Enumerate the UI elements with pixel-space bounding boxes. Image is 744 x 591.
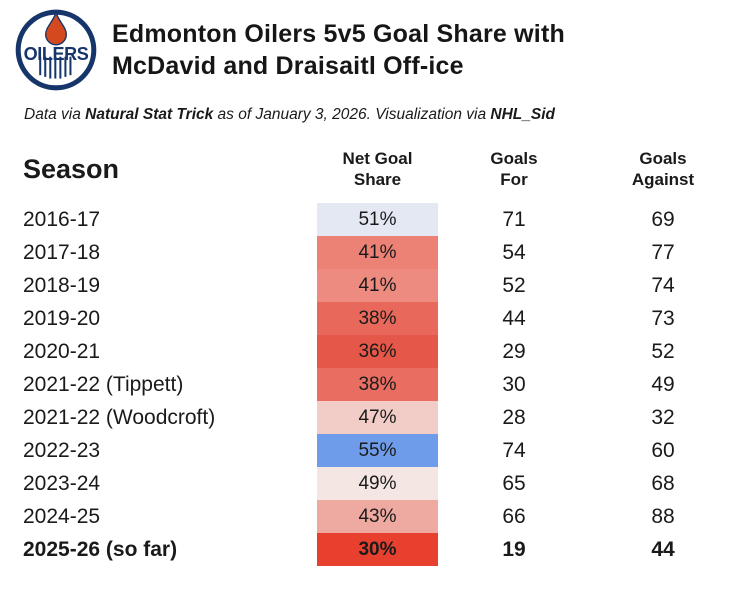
oilers-logo-text: OILERS xyxy=(24,44,89,64)
season-label: 2019-20 xyxy=(23,306,101,330)
goals-against-value: 88 xyxy=(651,504,675,528)
season-label: 2018-19 xyxy=(23,273,101,297)
goals-for-value: 71 xyxy=(502,207,526,231)
table-row: 2023-24 49% 65 68 xyxy=(23,467,738,500)
column-header-goals-for: Goals For xyxy=(490,149,538,189)
table-row: 2016-17 51% 71 69 xyxy=(23,203,738,236)
attribution-author: NHL_Sid xyxy=(490,106,556,123)
net-goal-share-cell: 38% xyxy=(317,368,438,401)
goals-against-value: 74 xyxy=(651,273,675,297)
table-row-current-season: 2025-26 (so far) 30% 19 44 xyxy=(23,533,738,566)
goals-for-value: 44 xyxy=(502,306,526,330)
table-row: 2017-18 41% 54 77 xyxy=(23,236,738,269)
goals-against-value: 52 xyxy=(651,339,675,363)
table-row: 2021-22 (Tippett) 38% 30 49 xyxy=(23,368,738,401)
season-label: 2016-17 xyxy=(23,207,101,231)
net-goal-share-cell: 55% xyxy=(317,434,438,467)
season-label: 2020-21 xyxy=(23,339,101,363)
table-header-row: Season Net Goal Share Goals For Goals Ag… xyxy=(23,144,738,194)
net-goal-share-cell: 51% xyxy=(317,203,438,236)
table-row: 2024-25 43% 66 88 xyxy=(23,500,738,533)
net-goal-share-cell: 41% xyxy=(317,236,438,269)
oilers-stripes xyxy=(39,56,72,79)
net-goal-share-cell: 49% xyxy=(317,467,438,500)
season-label: 2021-22 (Woodcroft) xyxy=(23,405,216,429)
goals-for-value: 29 xyxy=(502,339,526,363)
net-goal-share-cell: 38% xyxy=(317,302,438,335)
goals-for-value: 52 xyxy=(502,273,526,297)
goals-for-value: 54 xyxy=(502,240,526,264)
goals-against-value: 77 xyxy=(651,240,675,264)
goals-against-value: 60 xyxy=(651,438,675,462)
column-header-goals-against: Goals Against xyxy=(631,149,695,189)
season-label: 2022-23 xyxy=(23,438,101,462)
goals-for-value: 74 xyxy=(502,438,526,462)
oil-drop-icon xyxy=(44,11,68,46)
column-header-net-goal-share: Net Goal Share xyxy=(342,149,413,189)
net-goal-share-cell: 30% xyxy=(317,533,438,566)
net-goal-share-cell: 36% xyxy=(317,335,438,368)
goals-for-value: 28 xyxy=(502,405,526,429)
attribution-middle: as of January 3, 2026. Visualization via xyxy=(213,106,491,123)
goals-against-value: 32 xyxy=(651,405,675,429)
stats-table: Season Net Goal Share Goals For Goals Ag… xyxy=(23,144,738,566)
attribution-prefix: Data via xyxy=(24,106,86,123)
attribution-source: Natural Stat Trick xyxy=(85,106,214,123)
goals-for-value: 65 xyxy=(502,471,526,495)
infographic: OILERS Edmonton Oilers 5v5 Goal Share wi… xyxy=(14,8,738,566)
season-label: 2025-26 (so far) xyxy=(23,537,178,561)
goals-against-value: 68 xyxy=(651,471,675,495)
goals-for-value: 66 xyxy=(502,504,526,528)
season-label: 2021-22 (Tippett) xyxy=(23,372,184,396)
table-row: 2021-22 (Woodcroft) 47% 28 32 xyxy=(23,401,738,434)
attribution: Data via Natural Stat Trick as of Januar… xyxy=(24,106,738,124)
season-label: 2024-25 xyxy=(23,504,101,528)
table-row: 2020-21 36% 29 52 xyxy=(23,335,738,368)
oilers-logo-icon: OILERS xyxy=(15,9,97,91)
goals-against-value: 49 xyxy=(651,372,675,396)
season-label: 2017-18 xyxy=(23,240,101,264)
net-goal-share-cell: 41% xyxy=(317,269,438,302)
table-row: 2019-20 38% 44 73 xyxy=(23,302,738,335)
header: OILERS Edmonton Oilers 5v5 Goal Share wi… xyxy=(14,8,738,92)
table-row: 2018-19 41% 52 74 xyxy=(23,269,738,302)
net-goal-share-cell: 47% xyxy=(317,401,438,434)
column-header-season: Season xyxy=(23,153,120,184)
goals-against-value: 73 xyxy=(651,306,675,330)
page-title: Edmonton Oilers 5v5 Goal Share with McDa… xyxy=(112,20,565,80)
goals-against-value: 44 xyxy=(651,537,675,561)
net-goal-share-cell: 43% xyxy=(317,500,438,533)
season-label: 2023-24 xyxy=(23,471,101,495)
table-row: 2022-23 55% 74 60 xyxy=(23,434,738,467)
goals-for-value: 30 xyxy=(502,372,526,396)
goals-for-value: 19 xyxy=(502,537,526,561)
goals-against-value: 69 xyxy=(651,207,675,231)
